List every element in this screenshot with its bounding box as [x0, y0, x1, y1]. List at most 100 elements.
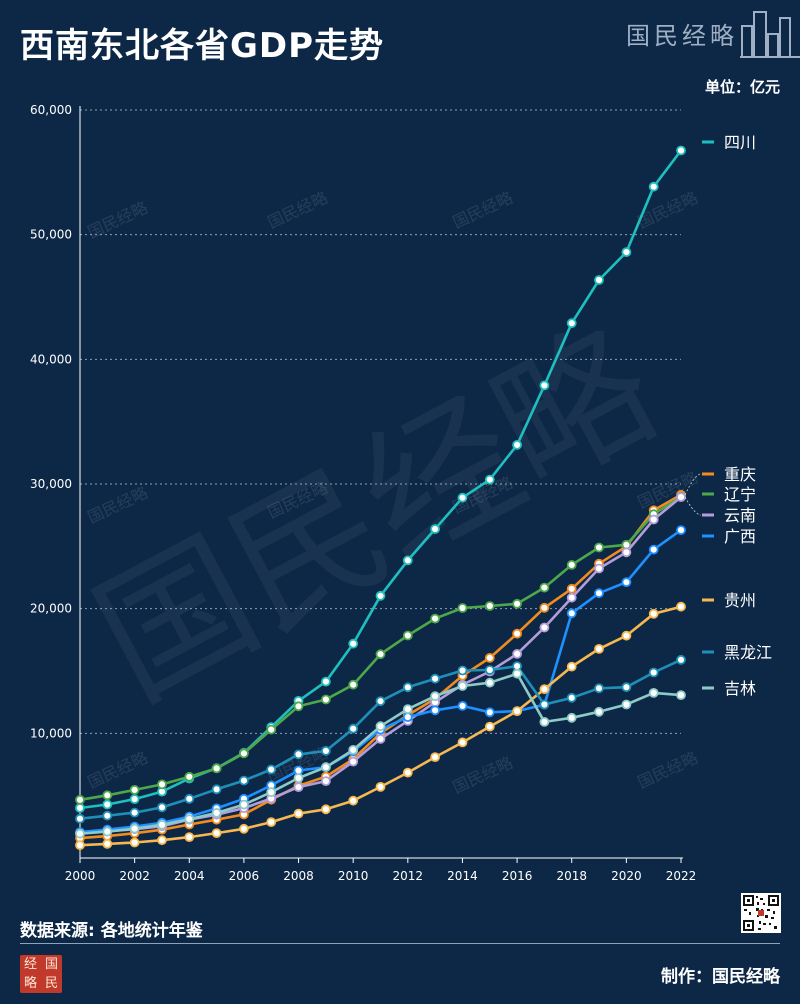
- data-source: 数据来源: 各地统计年鉴: [20, 921, 203, 941]
- data-point: [184, 814, 195, 824]
- x-tick-label: 2014: [447, 869, 478, 883]
- x-tick-label: 2008: [283, 869, 314, 883]
- data-point: [320, 694, 331, 705]
- data-point: [402, 630, 413, 641]
- data-point: [402, 767, 413, 778]
- data-point: [566, 583, 577, 594]
- data-point: [648, 181, 659, 192]
- data-point: [676, 145, 686, 156]
- seal-char: 民: [44, 976, 58, 991]
- data-point: [238, 823, 249, 834]
- data-point: [457, 701, 468, 711]
- series-黑龙江: [75, 654, 686, 824]
- unit-label: 单位：亿元: [704, 78, 780, 96]
- data-point: [348, 679, 359, 690]
- data-point: [594, 588, 604, 599]
- data-point: [75, 803, 85, 813]
- data-point: [211, 828, 222, 838]
- data-point: [430, 705, 441, 716]
- data-point: [457, 681, 468, 691]
- watermark-large: 国民经略: [70, 297, 681, 732]
- data-point: [676, 525, 686, 535]
- data-point: [621, 547, 632, 558]
- series-layer: [75, 145, 686, 851]
- x-tick-label: 2020: [611, 869, 642, 883]
- data-point: [566, 608, 577, 619]
- x-tick-label: 2022: [666, 869, 697, 883]
- legend-label: 四川: [724, 133, 756, 152]
- data-point: [375, 734, 386, 744]
- data-point: [375, 782, 386, 792]
- data-point: [238, 748, 249, 759]
- data-point: [457, 603, 468, 613]
- data-point: [129, 794, 140, 804]
- data-point: [484, 474, 495, 485]
- data-point: [375, 696, 386, 707]
- data-point: [457, 492, 468, 503]
- legend-label: 云南: [724, 506, 756, 525]
- data-point: [293, 749, 304, 760]
- data-point: [293, 808, 304, 819]
- data-point: [648, 608, 659, 619]
- x-tick-label: 2010: [338, 869, 369, 883]
- data-point: [512, 439, 522, 450]
- data-point: [484, 665, 495, 675]
- legend-label: 广西: [724, 527, 756, 546]
- qr-code-icon[interactable]: [741, 893, 781, 933]
- data-point: [293, 701, 304, 712]
- data-point: [512, 668, 522, 679]
- data-point: [430, 691, 441, 702]
- data-point: [457, 737, 468, 748]
- data-point: [566, 712, 577, 723]
- data-point: [621, 699, 632, 710]
- data-point: [402, 555, 413, 566]
- data-point: [566, 661, 577, 672]
- watermark-small: 国民经略: [635, 748, 701, 792]
- data-point: [157, 802, 167, 813]
- legend-label: 黑龙江: [724, 643, 772, 662]
- data-point: [594, 644, 604, 654]
- data-point: [102, 839, 113, 849]
- data-point: [320, 804, 331, 815]
- data-point: [457, 665, 468, 676]
- data-point: [594, 683, 604, 694]
- data-point: [266, 817, 277, 827]
- data-point: [566, 692, 577, 703]
- data-point: [102, 790, 113, 801]
- footer-divider: [20, 943, 780, 944]
- legend-leader: [684, 473, 702, 495]
- data-point: [129, 823, 140, 834]
- watermark-small: 国民经略: [265, 188, 331, 232]
- x-tick-label: 2004: [174, 869, 205, 883]
- data-point: [621, 630, 632, 641]
- data-point: [102, 799, 113, 810]
- data-point: [129, 807, 140, 818]
- data-point: [375, 721, 386, 732]
- data-point: [430, 524, 441, 534]
- data-point: [129, 837, 140, 848]
- x-tick-label: 2000: [65, 869, 96, 883]
- legend-leader: [684, 496, 702, 516]
- watermark-small: 国民经略: [85, 198, 151, 242]
- seal-char: 经: [23, 957, 37, 972]
- grid-layer: [80, 109, 681, 734]
- data-point: [539, 622, 550, 633]
- data-point: [266, 724, 277, 735]
- y-tick-label: 40,000: [30, 352, 72, 366]
- data-point: [184, 771, 195, 782]
- legend-label: 重庆: [724, 465, 756, 484]
- data-point: [375, 649, 386, 660]
- data-point: [594, 275, 604, 285]
- data-point: [539, 582, 550, 593]
- data-point: [102, 810, 113, 821]
- series-贵州: [75, 601, 686, 851]
- y-tick-label: 20,000: [30, 602, 72, 616]
- data-point: [402, 704, 413, 714]
- data-point: [539, 699, 550, 710]
- data-point: [75, 828, 85, 839]
- y-tick-label: 60,000: [30, 103, 72, 117]
- data-point: [320, 762, 331, 773]
- watermark-small: 国民经略: [85, 483, 151, 527]
